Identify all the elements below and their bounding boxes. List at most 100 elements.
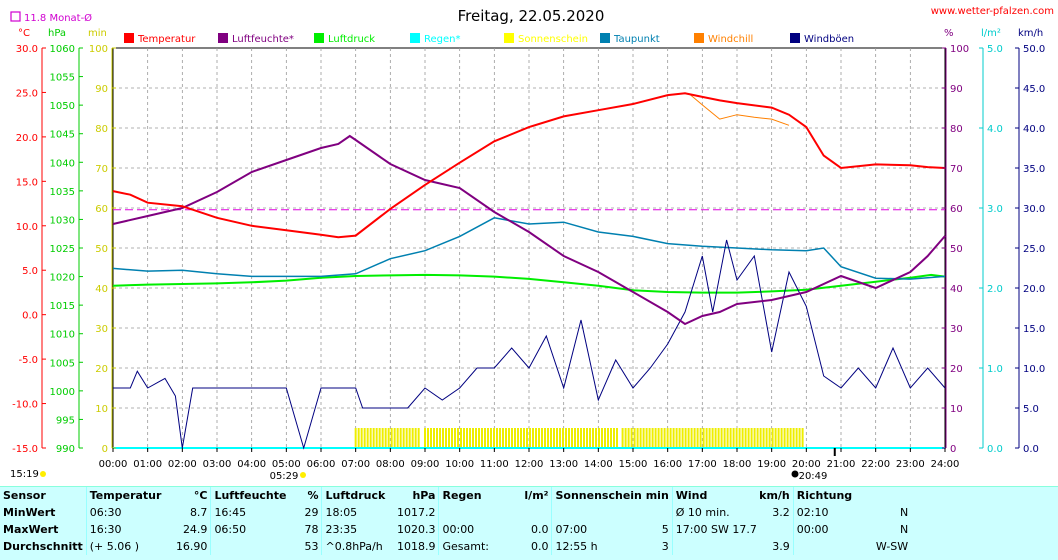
windchill-series: [688, 92, 790, 126]
legend-swatch: [218, 33, 228, 43]
humidity-tick-label: 90: [950, 84, 963, 95]
press-time: 23:35: [321, 521, 391, 538]
x-tick-label: 12:00: [515, 459, 544, 470]
humidity-series: [112, 134, 946, 326]
row-label: MaxWert: [3, 523, 59, 536]
pressure-tick-label: 1015: [50, 301, 75, 312]
site-url[interactable]: www.wetter-pfalzen.com: [931, 6, 1054, 17]
hdr-hum: Luftfeuchte: [210, 487, 290, 504]
legend-label: Windchill: [708, 34, 753, 45]
legend-label: Taupunkt: [613, 34, 660, 45]
rain-time: 00:00: [438, 521, 502, 538]
hum-time: 16:45: [210, 504, 290, 521]
temp-tick-label: 25.0: [16, 88, 38, 99]
sun-unit-label: min: [88, 28, 107, 39]
rain-value: 0.0: [530, 523, 549, 536]
temperature-series: [112, 92, 946, 239]
hum-value: 53: [304, 540, 319, 553]
sunset-icon: [791, 470, 799, 478]
sun-time: 12:55 h: [551, 538, 647, 555]
row-label: MinWert: [3, 506, 56, 519]
legend-swatch: [124, 33, 134, 43]
hdr-press: Luftdruck: [321, 487, 391, 504]
x-tick-label: 01:00: [133, 459, 162, 470]
rain-tick-label: 1.0: [987, 364, 1003, 375]
rain-tick-label: 2.0: [987, 284, 1003, 295]
temp-value: 16.90: [175, 540, 208, 553]
pressure-tick-label: 1045: [50, 130, 75, 141]
hdr-sensor: Sensor: [3, 489, 46, 502]
x-tick-label: 02:00: [168, 459, 197, 470]
legend-label: Temperatur: [137, 34, 196, 45]
humidity-tick-label: 10: [950, 404, 963, 415]
month-avg-icon: [10, 11, 21, 22]
pressure-tick-label: 995: [56, 415, 75, 426]
weather-chart: Freitag, 22.05.2020 www.wetter-pfalzen.c…: [10, 6, 1054, 482]
x-tick-label: 07:00: [341, 459, 370, 470]
x-tick-label: 18:00: [723, 459, 752, 470]
rain-tick-label: 4.0: [987, 124, 1003, 135]
legend-swatch: [504, 33, 514, 43]
sunset-label: 20:49: [799, 471, 828, 482]
wind-tick-label: 25.0: [1023, 244, 1045, 255]
temp-tick-label: 30.0: [16, 44, 38, 55]
hdr-wind-unit: km/h: [759, 489, 790, 502]
wind-tick-label: 35.0: [1023, 164, 1045, 175]
wind-tick-label: 5.0: [1023, 404, 1039, 415]
wind-label: 17:00 SW 17.7: [671, 521, 794, 538]
humidity-tick-label: 0: [950, 444, 956, 455]
legend-label: Luftdruck: [328, 34, 375, 45]
legend-label: Sonnenschein: [518, 34, 588, 45]
legend-label: Regen*: [424, 34, 461, 45]
sun-tick-label: 90: [95, 84, 108, 95]
pressure-tick-label: 1050: [50, 101, 75, 112]
humidity-tick-label: 40: [950, 284, 963, 295]
hdr-temp: Temperatur: [85, 487, 165, 504]
press-time: ^0.8hPa/h: [321, 538, 391, 555]
rain-time: [438, 504, 502, 521]
hum-value: 29: [304, 506, 319, 519]
left-time-label: 15:19: [10, 469, 39, 480]
rain-tick-label: 0.0: [987, 444, 1003, 455]
hdr-dir-spacer: [855, 487, 911, 504]
x-tick-label: 19:00: [757, 459, 786, 470]
pressure-tick-label: 1010: [50, 330, 75, 341]
dir-value: W-SW: [875, 540, 909, 553]
pressure-tick-label: 1020: [50, 273, 75, 284]
pressure-tick-label: 1000: [50, 387, 75, 398]
hdr-dir: Richtung: [792, 487, 856, 504]
wind-label: Ø 10 min.: [671, 504, 743, 521]
temp-tick-label: 0.0: [22, 311, 38, 322]
sun-tick-label: 60: [95, 204, 108, 215]
wind-tick-label: 40.0: [1023, 124, 1045, 135]
temp-value: 8.7: [189, 506, 208, 519]
wind-tick-label: 20.0: [1023, 284, 1045, 295]
sun-tick-label: 80: [95, 124, 108, 135]
hdr-press-unit: hPa: [412, 489, 436, 502]
x-tick-label: 20:00: [792, 459, 821, 470]
press-time: 18:05: [321, 504, 391, 521]
humidity-tick-label: 50: [950, 244, 963, 255]
humidity-tick-label: 70: [950, 164, 963, 175]
dir-value: N: [899, 506, 909, 519]
x-tick-label: 10:00: [445, 459, 474, 470]
x-tick-label: 04:00: [237, 459, 266, 470]
row-label: Durchschnitt: [3, 540, 83, 553]
dir-time: 00:00: [792, 521, 856, 538]
dir-time: 02:10: [792, 504, 856, 521]
sunrise-icon: [300, 472, 306, 478]
sun-time: [551, 504, 647, 521]
pressure-tick-label: 1055: [50, 73, 75, 84]
humidity-tick-label: 60: [950, 204, 963, 215]
x-tick-label: 03:00: [203, 459, 232, 470]
stats-panel: Sensor Temperatur °C Luftfeuchte % Luftd…: [0, 486, 1058, 560]
legend-label: Luftfeuchte*: [232, 34, 294, 45]
press-value: 1017.2: [396, 506, 436, 519]
temp-value: 24.9: [182, 523, 208, 536]
temp-tick-label: 20.0: [16, 133, 38, 144]
wind-tick-label: 10.0: [1023, 364, 1045, 375]
rain-value: 0.0: [530, 540, 549, 553]
hdr-wind: Wind: [671, 487, 743, 504]
x-tick-label: 08:00: [376, 459, 405, 470]
pressure-tick-label: 1025: [50, 244, 75, 255]
